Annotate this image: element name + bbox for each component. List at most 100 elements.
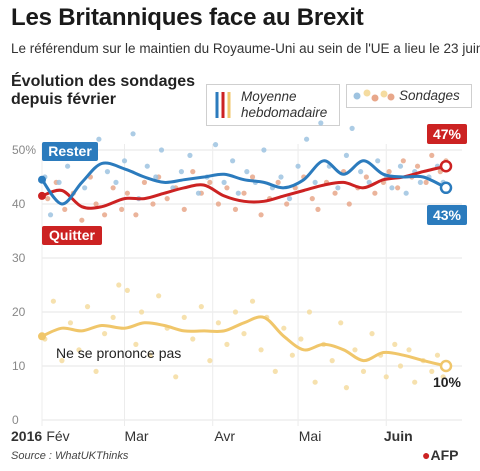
poll-dot-leave xyxy=(309,196,315,202)
poll-dot-leave xyxy=(45,196,51,202)
undecided-end-badge: 10% xyxy=(433,374,462,390)
poll-dot-remain xyxy=(358,169,364,175)
poll-dot-undecided xyxy=(173,374,179,380)
series-start-dot-remain xyxy=(38,175,46,184)
poll-dot-undecided xyxy=(190,336,196,342)
poll-dot-undecided xyxy=(406,347,412,353)
legend-polls-swatch xyxy=(353,89,395,102)
poll-dot-remain xyxy=(195,190,202,196)
poll-dot-remain xyxy=(96,136,102,142)
poll-dot-leave xyxy=(79,217,85,223)
remain-label: Rester xyxy=(48,143,92,159)
poll-dot-leave xyxy=(423,179,429,185)
poll-dot-leave xyxy=(232,206,239,212)
poll-dot-remain xyxy=(389,185,395,191)
poll-dot-remain xyxy=(187,152,193,158)
poll-dot-remain xyxy=(244,169,250,175)
poll-dot-undecided xyxy=(306,309,313,315)
poll-dot-leave xyxy=(275,179,281,185)
poll-dot-undecided xyxy=(369,331,375,337)
poll-dot-undecided xyxy=(289,352,295,358)
legend-average-swatch xyxy=(215,92,231,118)
x-tick-label: Mai xyxy=(299,428,322,444)
poll-dot-leave xyxy=(258,212,264,218)
page-subtitle: Le référendum sur le maintien du Royaume… xyxy=(11,41,480,56)
poll-dot-leave xyxy=(119,206,125,212)
poll-dot-leave xyxy=(395,185,401,191)
poll-dot-remain xyxy=(130,131,136,137)
series-start-dot-leave xyxy=(38,191,46,200)
series-line-leave xyxy=(40,164,448,210)
poll-dot-undecided xyxy=(138,309,145,315)
poll-dot-leave xyxy=(372,190,378,196)
poll-dot-undecided xyxy=(93,368,99,374)
poll-dot-undecided xyxy=(101,331,108,337)
y-tick-label: 40 xyxy=(12,197,26,211)
poll-dot-undecided xyxy=(198,304,204,310)
poll-dot-remain xyxy=(286,196,293,202)
x-tick-label: Juin xyxy=(384,428,413,444)
poll-dot-remain xyxy=(230,158,236,164)
poll-dot-leave xyxy=(190,169,196,175)
afp-logo-text: AFP xyxy=(430,447,459,463)
poll-dot-undecided xyxy=(298,336,304,342)
poll-dot-remain xyxy=(47,212,54,218)
poll-dot-undecided xyxy=(429,368,435,374)
poll-dot-leave xyxy=(346,201,352,207)
poll-dot-undecided xyxy=(207,358,213,364)
poll-dot-undecided xyxy=(272,368,278,374)
poll-dot-remain xyxy=(397,163,404,169)
poll-dot-leave xyxy=(101,212,108,218)
poll-dot-leave xyxy=(181,206,187,212)
legend-polls: Sondages xyxy=(346,84,472,108)
poll-dot-leave xyxy=(215,201,221,207)
legend-average: Moyenne hebdomadaire xyxy=(206,84,340,126)
poll-dot-undecided xyxy=(383,374,389,380)
poll-dot-leave xyxy=(62,206,68,212)
poll-dot-undecided xyxy=(281,325,287,331)
poll-dot-remain xyxy=(221,179,227,185)
poll-dot-remain xyxy=(375,158,381,164)
poll-dot-leave xyxy=(241,190,247,196)
poll-dot-remain xyxy=(366,179,372,185)
poll-dot-undecided xyxy=(84,304,91,310)
poll-dot-remain xyxy=(417,179,423,185)
poll-dot-remain xyxy=(335,185,341,191)
poll-dot-undecided xyxy=(224,341,230,347)
poll-dot-undecided xyxy=(412,379,418,385)
poll-dot-remain xyxy=(303,136,310,142)
poll-dot-leave xyxy=(133,212,139,218)
leave-end-badge-box xyxy=(427,124,467,144)
y-tick-label: 20 xyxy=(12,305,26,319)
poll-dot-undecided xyxy=(50,298,56,304)
y-tick-label: 50% xyxy=(12,143,36,157)
poll-dot-undecided xyxy=(392,341,398,347)
poll-dot-undecided xyxy=(110,314,116,320)
leave-end-badge: 47% xyxy=(433,126,462,142)
section-title-line2: depuis février xyxy=(11,91,116,108)
poll-dot-remain xyxy=(261,147,267,153)
y-tick-label: 0 xyxy=(12,413,19,427)
remain-end-badge-box xyxy=(427,205,467,225)
poll-dot-remain xyxy=(212,142,219,148)
series-end-dot-leave xyxy=(439,159,453,173)
legend-average-label-1: Moyenne xyxy=(241,89,297,104)
poll-dot-leave xyxy=(124,190,130,196)
poll-dot-remain xyxy=(158,147,165,153)
year-label: 2016 xyxy=(11,428,42,444)
x-tick-label: Avr xyxy=(214,428,235,444)
undecided-label: Ne se prononce pas xyxy=(56,345,181,361)
poll-dot-remain xyxy=(278,174,284,180)
leave-label-box xyxy=(42,226,102,245)
poll-dot-leave xyxy=(249,174,256,180)
poll-dot-leave xyxy=(150,201,156,207)
y-tick-label: 30 xyxy=(12,251,26,265)
poll-dot-undecided xyxy=(397,363,404,369)
poll-dot-remain xyxy=(144,163,150,169)
poll-dot-remain xyxy=(349,125,355,131)
poll-dot-leave xyxy=(207,179,213,185)
poll-dot-undecided xyxy=(124,287,130,293)
series-end-dot-undecided xyxy=(439,359,453,373)
poll-dot-undecided xyxy=(181,314,187,320)
poll-dot-undecided xyxy=(258,347,264,353)
